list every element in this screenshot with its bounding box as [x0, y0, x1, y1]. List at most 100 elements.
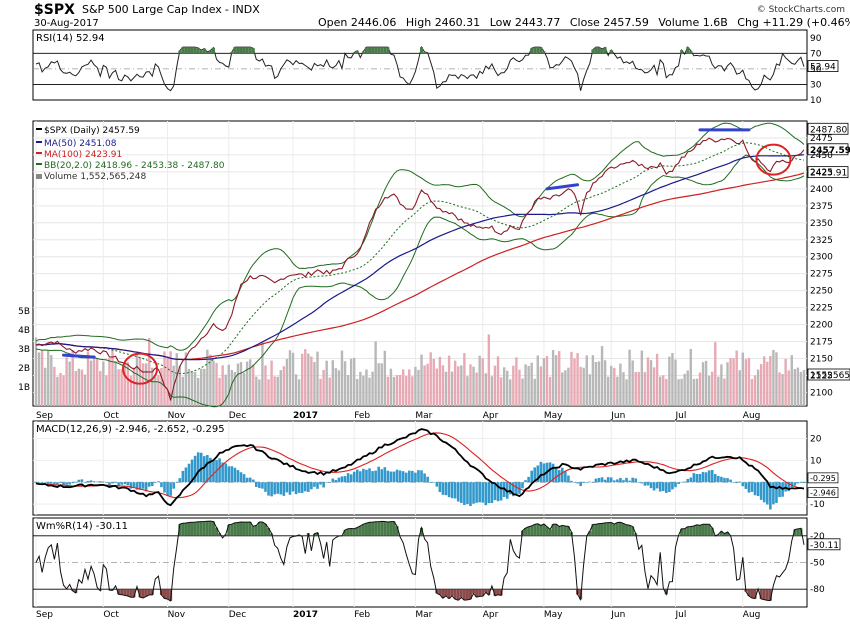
volume-bar	[193, 371, 197, 406]
volume-bar	[62, 375, 65, 406]
volume-bar	[423, 365, 426, 406]
axis-labels: 2475 2450 2425 2400 2375 2350 2325 2300 2275 2250…	[18, 34, 833, 620]
volume-bar	[481, 358, 484, 406]
volume-bar	[334, 368, 338, 406]
volume-bar	[726, 362, 729, 406]
volume-bar	[521, 378, 524, 406]
macd-histogram-bar	[756, 482, 760, 497]
volume-bar	[747, 357, 751, 406]
volume-bar	[487, 334, 491, 406]
time-axis-label: Dec	[229, 610, 246, 620]
volume-bar	[796, 367, 800, 406]
volume-bar	[120, 369, 123, 406]
volume-bar	[114, 360, 117, 406]
williams-line	[35, 520, 805, 602]
macd-histogram-bar	[362, 468, 365, 483]
macd-histogram-bar	[255, 482, 258, 487]
time-axis-label: Jun	[610, 411, 625, 421]
volume-bar	[603, 360, 607, 406]
macd-histogram-bar	[184, 467, 188, 483]
macd-histogram-bar	[325, 482, 328, 483]
macd-histogram-bar	[294, 482, 298, 495]
macd-histogram-bar	[291, 482, 295, 492]
volume-bar	[429, 352, 432, 406]
volume-bar	[392, 376, 396, 406]
annotations	[62, 128, 792, 385]
price-tick-label: 2275	[810, 270, 833, 280]
volume-bar	[313, 362, 316, 406]
macd-line	[35, 428, 805, 507]
volume-bar	[444, 371, 448, 406]
williams-overbought-fill	[799, 528, 803, 536]
volume-bar	[181, 376, 185, 406]
williams-oversold-fill	[129, 589, 133, 598]
williams-overbought-fill	[680, 528, 684, 536]
williams-oversold-fill	[753, 589, 757, 599]
time-axis-label: Sep	[36, 610, 53, 620]
williams-overbought-fill	[527, 526, 531, 536]
volume-bar	[325, 360, 328, 406]
macd-histogram-bar	[426, 476, 429, 483]
macd-histogram-bar	[407, 470, 411, 483]
williams-tick-label: -20	[810, 532, 825, 542]
macd-histogram-bar	[432, 482, 436, 483]
price-value-label: 2457.59	[810, 146, 850, 156]
volume-bar	[206, 349, 209, 406]
volume-bar	[649, 360, 653, 406]
macd-histogram-bar	[713, 474, 717, 483]
volume-bar	[542, 358, 546, 406]
annotation-circle	[755, 143, 792, 176]
macd-histogram-bar	[34, 482, 38, 483]
volume-bar	[622, 372, 625, 406]
volume-bar	[772, 349, 775, 406]
macd-histogram-bar	[723, 477, 726, 483]
williams-overbought-fill	[563, 525, 567, 536]
volume-bar	[89, 360, 93, 406]
macd-histogram-bar	[591, 482, 595, 483]
volume-bar	[169, 351, 172, 406]
macd-histogram-bar	[655, 482, 659, 489]
legend-swatch-ma50	[36, 141, 42, 143]
rsi-overbought-fill	[530, 48, 534, 54]
williams-overbought-fill	[371, 522, 375, 536]
macd-histogram-bar	[199, 452, 203, 483]
williams-overbought-fill	[533, 524, 537, 536]
volume-tick-label: 1B	[18, 383, 30, 393]
macd-histogram-bar	[307, 482, 310, 492]
macd-histogram-bar	[123, 482, 127, 485]
williams-overbought-fill	[710, 527, 714, 536]
macd-histogram-bar	[196, 452, 200, 483]
williams-oversold-fill	[450, 589, 454, 596]
williams-overbought-fill	[793, 529, 797, 536]
macd-histogram-bar	[652, 482, 656, 491]
rsi-value-label: 52.94	[810, 63, 836, 73]
macd-histogram-bar	[59, 482, 62, 483]
macd-histogram-bar	[741, 482, 745, 487]
williams-tick-label: -80	[810, 585, 825, 595]
williams-overbought-fill	[190, 522, 194, 536]
macd-histogram-bar	[493, 482, 497, 501]
williams-overbought-fill	[242, 522, 246, 536]
williams-overbought-fill	[233, 522, 237, 536]
williams-overbought-fill	[701, 524, 705, 536]
macd-histogram-bar	[37, 482, 41, 483]
rsi-overbought-fill	[689, 50, 693, 54]
williams-overbought-fill	[386, 522, 390, 536]
macd-histogram-bar	[704, 472, 708, 483]
williams-overbought-fill	[609, 522, 613, 536]
williams-overbought-fill	[236, 522, 240, 536]
volume-bar	[123, 362, 126, 406]
macd-histogram-bar	[658, 482, 662, 492]
macd-histogram-bar	[166, 482, 169, 496]
williams-overbought-fill	[719, 531, 723, 536]
macd-histogram-bar	[414, 472, 417, 483]
volume-bar	[294, 374, 298, 406]
williams-overbought-fill	[707, 524, 711, 536]
legend-swatch-bb	[36, 163, 42, 165]
williams-overbought-fill	[560, 525, 564, 536]
volume-bar	[496, 356, 500, 406]
volume-bar	[763, 356, 766, 406]
volume-bar	[518, 369, 521, 406]
volume-bar	[401, 369, 405, 406]
macd-title: MACD(12,26,9) -2.946, -2.652, -0.295	[36, 424, 225, 435]
